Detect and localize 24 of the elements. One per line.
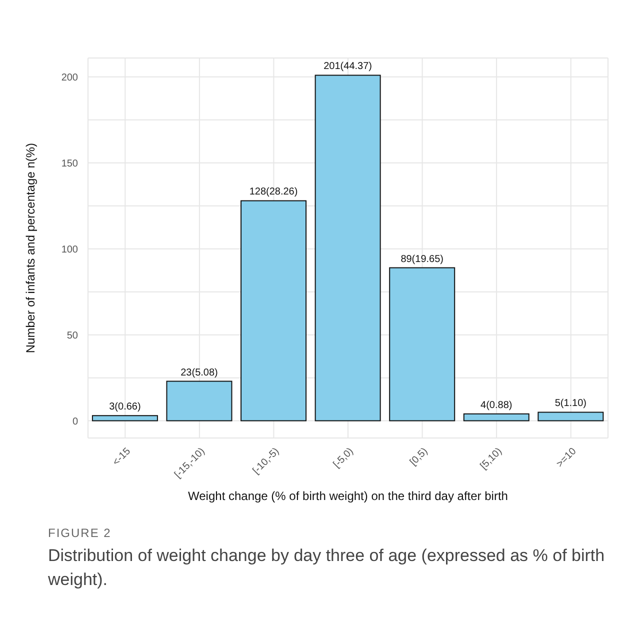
y-tick-label: 200 xyxy=(61,72,78,84)
bar xyxy=(538,412,604,422)
caption: FIGURE 2 xyxy=(48,526,112,540)
bar xyxy=(389,267,456,422)
data-label: 201(44.37) xyxy=(324,61,372,72)
bar xyxy=(314,74,381,422)
y-tick-label: 0 xyxy=(72,416,78,428)
data-label: 89(19.65) xyxy=(400,254,444,265)
x-tick-label: <-15 xyxy=(110,446,134,468)
bar xyxy=(463,413,530,422)
data-label: 3(0.66) xyxy=(109,402,141,413)
y-tick-label: 100 xyxy=(61,244,78,256)
bar xyxy=(240,200,307,422)
data-label: 128(28.26) xyxy=(249,186,298,198)
x-axis-title: Weight change (% of birth weight) on the third day after birth xyxy=(188,489,508,503)
data-label: 4(0.88) xyxy=(480,400,512,411)
data-label: 23(5.08) xyxy=(180,367,218,378)
y-tick-label: 50 xyxy=(66,330,78,342)
y-axis-title: Number of infants and percentage n(%) xyxy=(23,142,38,354)
data-label: 5(1.10) xyxy=(554,398,587,410)
y-tick-label: 150 xyxy=(61,158,78,170)
text: Distribution of weight change by day three of age (expressed as % of birth weight). xyxy=(48,545,606,591)
bar xyxy=(92,415,158,422)
bar xyxy=(166,380,232,422)
